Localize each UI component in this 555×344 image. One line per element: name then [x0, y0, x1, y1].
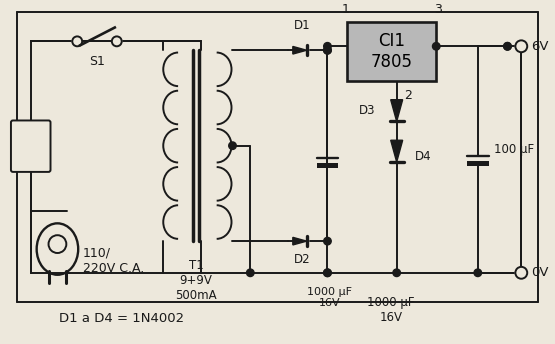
- FancyBboxPatch shape: [316, 163, 339, 168]
- Text: 1: 1: [341, 3, 349, 15]
- Text: D1 a D4 = 1N4002: D1 a D4 = 1N4002: [59, 312, 184, 325]
- Text: 1000 μF
16V: 1000 μF 16V: [367, 297, 415, 324]
- Circle shape: [229, 142, 236, 149]
- Circle shape: [504, 43, 511, 50]
- Text: 100 μF: 100 μF: [493, 143, 534, 156]
- FancyBboxPatch shape: [467, 161, 488, 166]
- Text: S1: S1: [89, 55, 105, 68]
- Text: 0V: 0V: [531, 266, 549, 279]
- Circle shape: [393, 269, 401, 277]
- Text: T1
9+9V
500mA: T1 9+9V 500mA: [175, 259, 216, 302]
- FancyBboxPatch shape: [11, 120, 51, 172]
- Text: D2: D2: [294, 253, 310, 266]
- Text: D4: D4: [415, 150, 431, 163]
- Circle shape: [246, 269, 254, 277]
- Text: 3: 3: [434, 3, 442, 15]
- Circle shape: [324, 237, 331, 245]
- Circle shape: [324, 269, 331, 277]
- Text: D3: D3: [359, 104, 375, 117]
- Text: D1: D1: [294, 20, 310, 32]
- Text: 7805: 7805: [371, 53, 413, 71]
- Circle shape: [324, 269, 331, 277]
- Polygon shape: [293, 46, 307, 54]
- Circle shape: [516, 40, 527, 52]
- Text: CI1: CI1: [379, 32, 405, 50]
- Ellipse shape: [37, 223, 78, 275]
- Polygon shape: [391, 100, 403, 121]
- Text: 6V: 6V: [531, 40, 549, 53]
- Circle shape: [432, 43, 440, 50]
- Circle shape: [324, 46, 331, 54]
- Polygon shape: [293, 237, 307, 245]
- Circle shape: [324, 43, 331, 50]
- Circle shape: [112, 36, 122, 46]
- Text: F1
1A: F1 1A: [23, 130, 39, 158]
- Circle shape: [324, 46, 331, 54]
- Polygon shape: [391, 140, 403, 162]
- Text: 2: 2: [405, 89, 412, 102]
- Circle shape: [504, 43, 511, 50]
- FancyBboxPatch shape: [347, 22, 436, 81]
- Circle shape: [474, 269, 482, 277]
- Circle shape: [516, 267, 527, 279]
- Circle shape: [72, 36, 82, 46]
- Text: 1000 μF
16V: 1000 μF 16V: [307, 287, 352, 308]
- Text: 110/
220V C.A.: 110/ 220V C.A.: [83, 247, 144, 275]
